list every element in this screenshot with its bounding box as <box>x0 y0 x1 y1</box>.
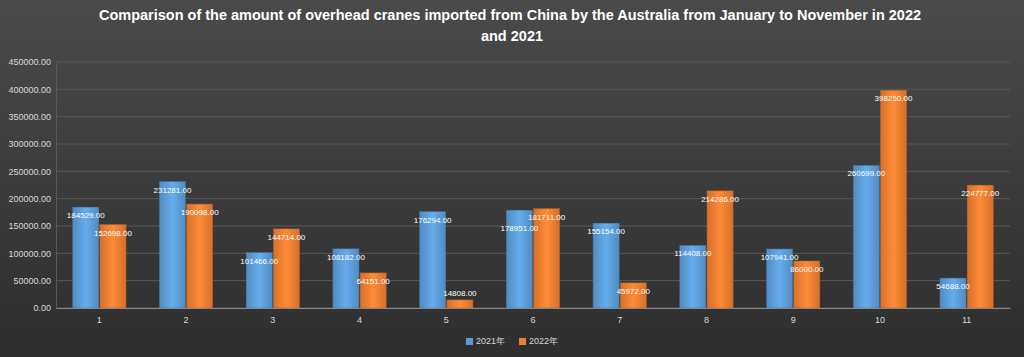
bar <box>420 212 446 308</box>
y-tick-label: 350000.00 <box>8 112 51 122</box>
legend: 2021年 2022年 <box>466 336 558 346</box>
legend-item: 2022年 <box>519 336 558 346</box>
x-tick: 7 <box>617 308 622 325</box>
y-axis-line <box>56 63 57 309</box>
bar <box>967 185 993 308</box>
data-label: 54688.00 <box>936 282 970 291</box>
bar-series <box>73 165 966 308</box>
y-tick-label: 50000.00 <box>13 276 51 286</box>
grid-line <box>56 89 1010 90</box>
legend-swatch <box>519 338 526 345</box>
x-tick-label: 1 <box>97 315 102 325</box>
data-label: 260699.00 <box>847 169 885 178</box>
x-tick: 6 <box>530 308 535 325</box>
chart: Comparison of the amount of overhead cra… <box>0 0 1024 357</box>
data-label: 152698.00 <box>94 229 132 238</box>
data-label: 181711.00 <box>528 213 566 222</box>
grid <box>56 62 1010 308</box>
x-tick-label: 8 <box>704 315 709 325</box>
data-label: 144714.00 <box>268 233 306 242</box>
y-tick-label: 100000.00 <box>8 249 51 259</box>
bar <box>447 300 473 308</box>
data-label: 108182.00 <box>327 253 365 262</box>
x-tick-label: 6 <box>530 315 535 325</box>
legend-item: 2021年 <box>466 336 505 346</box>
data-label: 398250.00 <box>875 94 913 103</box>
bar <box>853 165 879 308</box>
x-tick: 3 <box>270 308 275 325</box>
x-axis-line <box>57 308 1011 309</box>
title: Comparison of the amount of overhead cra… <box>99 7 925 44</box>
data-label: 190098.00 <box>181 208 219 217</box>
bars <box>73 90 994 308</box>
x-axis: 1 2 3 4 5 6 7 8 9 10 11 <box>57 308 1011 325</box>
data-label: 114408.00 <box>674 249 712 258</box>
grid-line <box>56 62 1010 63</box>
y-tick: 0.00 <box>33 303 56 313</box>
y-tick: 200000.00 <box>8 194 56 204</box>
x-tick: 5 <box>444 308 449 325</box>
data-label: 231281.00 <box>154 186 192 195</box>
y-tick-label: 400000.00 <box>8 85 51 95</box>
x-tick: 10 <box>875 308 885 325</box>
y-tick: 150000.00 <box>8 221 56 231</box>
x-tick: 9 <box>791 308 796 325</box>
legend-label: 2021年 <box>476 336 505 346</box>
x-tick-label: 2 <box>184 315 189 325</box>
y-tick-label: 0.00 <box>33 303 51 313</box>
y-tick: 250000.00 <box>8 167 56 177</box>
y-tick-label: 250000.00 <box>8 167 51 177</box>
data-label: 86000.00 <box>790 265 824 274</box>
y-tick: 100000.00 <box>8 249 56 259</box>
data-label: 155154.00 <box>587 227 625 236</box>
y-tick-label: 150000.00 <box>8 221 51 231</box>
y-tick-label: 200000.00 <box>8 194 51 204</box>
legend-label: 2022年 <box>529 336 558 346</box>
y-tick: 300000.00 <box>8 139 56 149</box>
data-label: 176294.00 <box>414 216 452 225</box>
x-tick: 4 <box>357 308 362 325</box>
grid-line <box>56 116 1010 117</box>
data-label: 224777.00 <box>961 189 999 198</box>
legend-swatch <box>466 338 473 345</box>
data-label: 45972.00 <box>617 287 651 296</box>
x-tick-label: 9 <box>791 315 796 325</box>
y-tick-label: 300000.00 <box>8 139 51 149</box>
background <box>0 0 1024 357</box>
bar <box>880 90 906 308</box>
bar <box>159 182 185 308</box>
y-axis: 0.00 50000.00 100000.00 150000.00 200000.00 2… <box>8 57 56 313</box>
x-tick: 2 <box>184 308 189 325</box>
data-label: 64151.00 <box>356 277 390 286</box>
data-labels: 184529.00 231281.00 101466.00 108182.00 1762… <box>67 94 1000 298</box>
bar <box>187 204 213 308</box>
x-tick-label: 3 <box>270 315 275 325</box>
x-tick-label: 4 <box>357 315 362 325</box>
data-label: 14808.00 <box>443 289 477 298</box>
x-tick-label: 7 <box>617 315 622 325</box>
x-tick-label: 10 <box>875 315 885 325</box>
data-label: 101466.00 <box>240 257 278 266</box>
y-tick: 450000.00 <box>8 57 56 67</box>
y-tick: 50000.00 <box>13 276 56 286</box>
y-tick: 350000.00 <box>8 112 56 122</box>
data-label: 107941.00 <box>761 253 799 262</box>
grid-line <box>56 144 1010 145</box>
data-label: 178951.00 <box>500 224 538 233</box>
y-tick: 400000.00 <box>8 85 56 95</box>
x-tick: 1 <box>97 308 102 325</box>
x-tick: 11 <box>962 308 971 325</box>
data-label: 214286.00 <box>701 195 739 204</box>
x-tick: 8 <box>704 308 709 325</box>
bar <box>73 207 99 308</box>
y-tick-label: 450000.00 <box>8 57 51 67</box>
data-label: 184529.00 <box>67 211 105 220</box>
bar-series <box>100 90 993 308</box>
x-tick-label: 11 <box>962 315 971 325</box>
x-tick-label: 5 <box>444 315 449 325</box>
